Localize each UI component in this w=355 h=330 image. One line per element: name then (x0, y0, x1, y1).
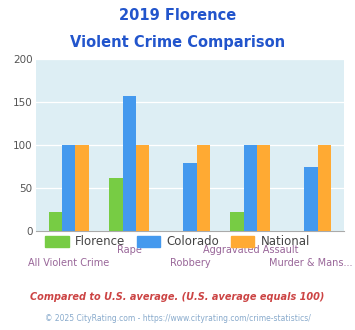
Text: © 2025 CityRating.com - https://www.cityrating.com/crime-statistics/: © 2025 CityRating.com - https://www.city… (45, 314, 310, 323)
Text: Violent Crime Comparison: Violent Crime Comparison (70, 35, 285, 50)
Bar (318, 145, 331, 231)
Bar (197, 145, 210, 231)
Text: Compared to U.S. average. (U.S. average equals 100): Compared to U.S. average. (U.S. average … (30, 292, 325, 302)
Bar (76, 145, 89, 231)
Bar (244, 145, 257, 231)
Bar (257, 145, 271, 231)
Bar (304, 167, 318, 231)
Text: Aggravated Assault: Aggravated Assault (203, 245, 298, 255)
Bar (183, 163, 197, 231)
Bar (123, 96, 136, 231)
Text: Murder & Mans...: Murder & Mans... (269, 258, 353, 269)
Bar (109, 178, 123, 231)
Bar (62, 145, 76, 231)
Bar (49, 212, 62, 231)
Bar (230, 212, 244, 231)
Text: 2019 Florence: 2019 Florence (119, 8, 236, 23)
Text: Rape: Rape (117, 245, 142, 255)
Text: Robbery: Robbery (170, 258, 210, 269)
Bar (136, 145, 149, 231)
Text: All Violent Crime: All Violent Crime (28, 258, 109, 269)
Legend: Florence, Colorado, National: Florence, Colorado, National (40, 231, 315, 253)
